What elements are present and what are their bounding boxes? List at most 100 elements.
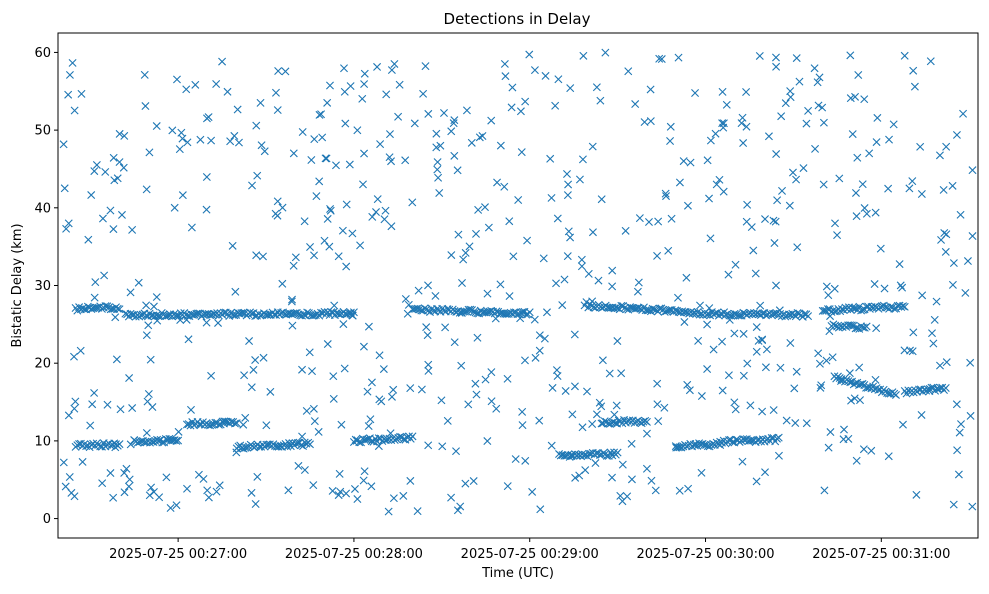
data-point xyxy=(738,457,747,466)
data-points xyxy=(59,48,977,516)
data-point xyxy=(287,297,296,306)
data-point xyxy=(535,346,544,355)
data-point xyxy=(148,403,157,412)
data-point xyxy=(273,197,282,206)
data-point xyxy=(359,342,368,351)
data-point xyxy=(86,421,95,430)
data-point xyxy=(675,178,684,187)
data-point xyxy=(263,310,272,319)
data-point xyxy=(916,142,925,151)
data-point xyxy=(817,381,826,390)
data-point xyxy=(910,82,919,91)
data-point xyxy=(147,483,156,492)
data-point xyxy=(942,230,951,239)
data-point xyxy=(234,138,243,147)
data-point xyxy=(871,375,880,384)
data-point xyxy=(340,364,349,373)
data-point xyxy=(752,347,761,356)
data-point xyxy=(820,486,829,495)
data-point xyxy=(328,486,337,495)
data-point xyxy=(341,119,350,128)
data-point xyxy=(240,371,249,380)
data-point xyxy=(112,355,121,364)
data-point xyxy=(496,280,505,289)
data-point xyxy=(940,229,949,238)
data-point xyxy=(247,309,256,318)
data-point xyxy=(810,64,819,73)
y-tick-label: 20 xyxy=(34,357,51,372)
data-point xyxy=(106,469,115,478)
data-point xyxy=(271,88,280,97)
x-tick-label: 2025-07-25 00:31:00 xyxy=(812,547,950,562)
data-point xyxy=(792,54,801,63)
data-point xyxy=(168,126,177,135)
data-point xyxy=(115,158,124,167)
data-point xyxy=(521,97,530,106)
data-point xyxy=(356,241,365,250)
data-point xyxy=(870,280,879,289)
data-point xyxy=(459,307,468,316)
data-point xyxy=(613,337,622,346)
data-point xyxy=(942,142,951,151)
data-point xyxy=(845,369,854,378)
data-point xyxy=(673,293,682,302)
data-point xyxy=(871,208,880,217)
data-point xyxy=(917,190,926,199)
data-point xyxy=(517,148,526,157)
data-point xyxy=(552,279,561,288)
data-point xyxy=(80,305,89,314)
data-point xyxy=(443,416,452,425)
data-point xyxy=(777,112,786,121)
data-point xyxy=(414,286,423,295)
data-point xyxy=(563,252,572,261)
data-point xyxy=(87,191,96,200)
data-point xyxy=(627,475,636,484)
data-point xyxy=(307,156,316,165)
data-point xyxy=(142,185,151,194)
data-point xyxy=(694,336,703,345)
data-point xyxy=(772,62,781,71)
data-point xyxy=(59,140,68,149)
data-point xyxy=(851,188,860,197)
data-point xyxy=(149,487,158,496)
data-point xyxy=(742,122,751,131)
data-point xyxy=(314,427,323,436)
data-point xyxy=(431,291,440,300)
data-point xyxy=(815,73,824,82)
data-point xyxy=(289,261,298,270)
data-point xyxy=(291,253,300,262)
data-point xyxy=(731,260,740,269)
data-point xyxy=(599,449,608,458)
data-point xyxy=(331,161,340,170)
x-tick-label: 2025-07-25 00:27:00 xyxy=(109,547,247,562)
data-point xyxy=(466,305,475,314)
data-point xyxy=(758,407,767,416)
data-point xyxy=(380,215,389,224)
data-point xyxy=(539,254,548,263)
data-point xyxy=(406,476,415,485)
data-point xyxy=(459,255,468,264)
data-point xyxy=(691,89,700,97)
data-point xyxy=(819,180,828,189)
data-point xyxy=(674,53,683,62)
data-point xyxy=(583,387,591,396)
data-point xyxy=(814,349,823,358)
data-point xyxy=(297,441,306,450)
data-point xyxy=(453,166,462,175)
data-point xyxy=(484,223,493,232)
data-point xyxy=(535,416,544,425)
data-point xyxy=(561,386,570,395)
data-point xyxy=(424,366,433,375)
data-point xyxy=(848,130,857,139)
data-point xyxy=(909,66,918,75)
data-point xyxy=(566,233,575,242)
data-point xyxy=(334,309,343,318)
data-point xyxy=(653,251,662,260)
data-point xyxy=(521,456,530,465)
data-point xyxy=(166,504,175,513)
data-point xyxy=(664,246,673,255)
data-point xyxy=(828,353,837,362)
data-point xyxy=(616,491,625,500)
data-point xyxy=(450,151,459,160)
